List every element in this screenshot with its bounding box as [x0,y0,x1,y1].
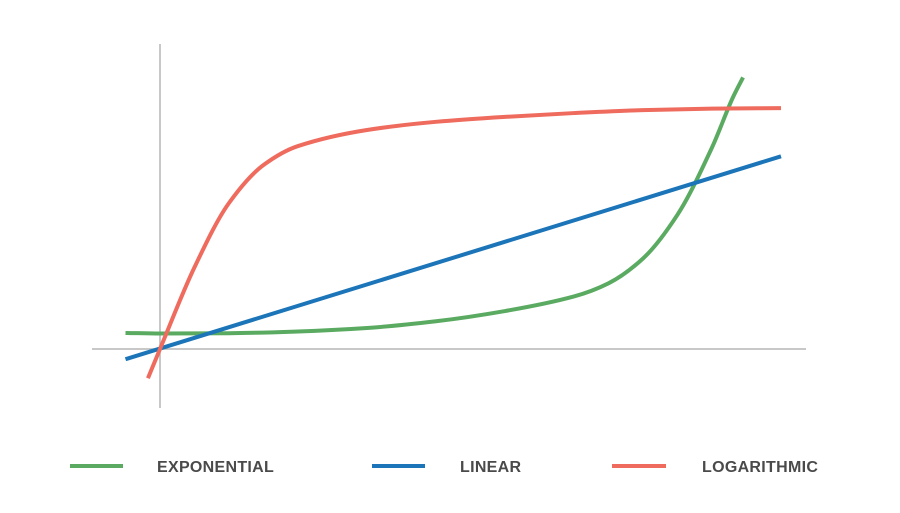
legend: EXPONENTIAL LINEAR LOGARITHMIC [70,459,818,476]
series-line-logarithmic [146,106,782,379]
series-line-exponential [125,76,745,336]
series-line-linear [124,154,782,362]
legend-item-logarithmic: LOGARITHMIC [612,459,818,476]
series-layer [124,76,782,379]
legend-label-logarithmic: LOGARITHMIC [702,459,818,476]
axes [92,44,806,408]
legend-label-exponential: EXPONENTIAL [157,459,274,476]
legend-label-linear: LINEAR [460,459,521,476]
legend-item-linear: LINEAR [372,459,521,476]
legend-item-exponential: EXPONENTIAL [70,459,274,476]
